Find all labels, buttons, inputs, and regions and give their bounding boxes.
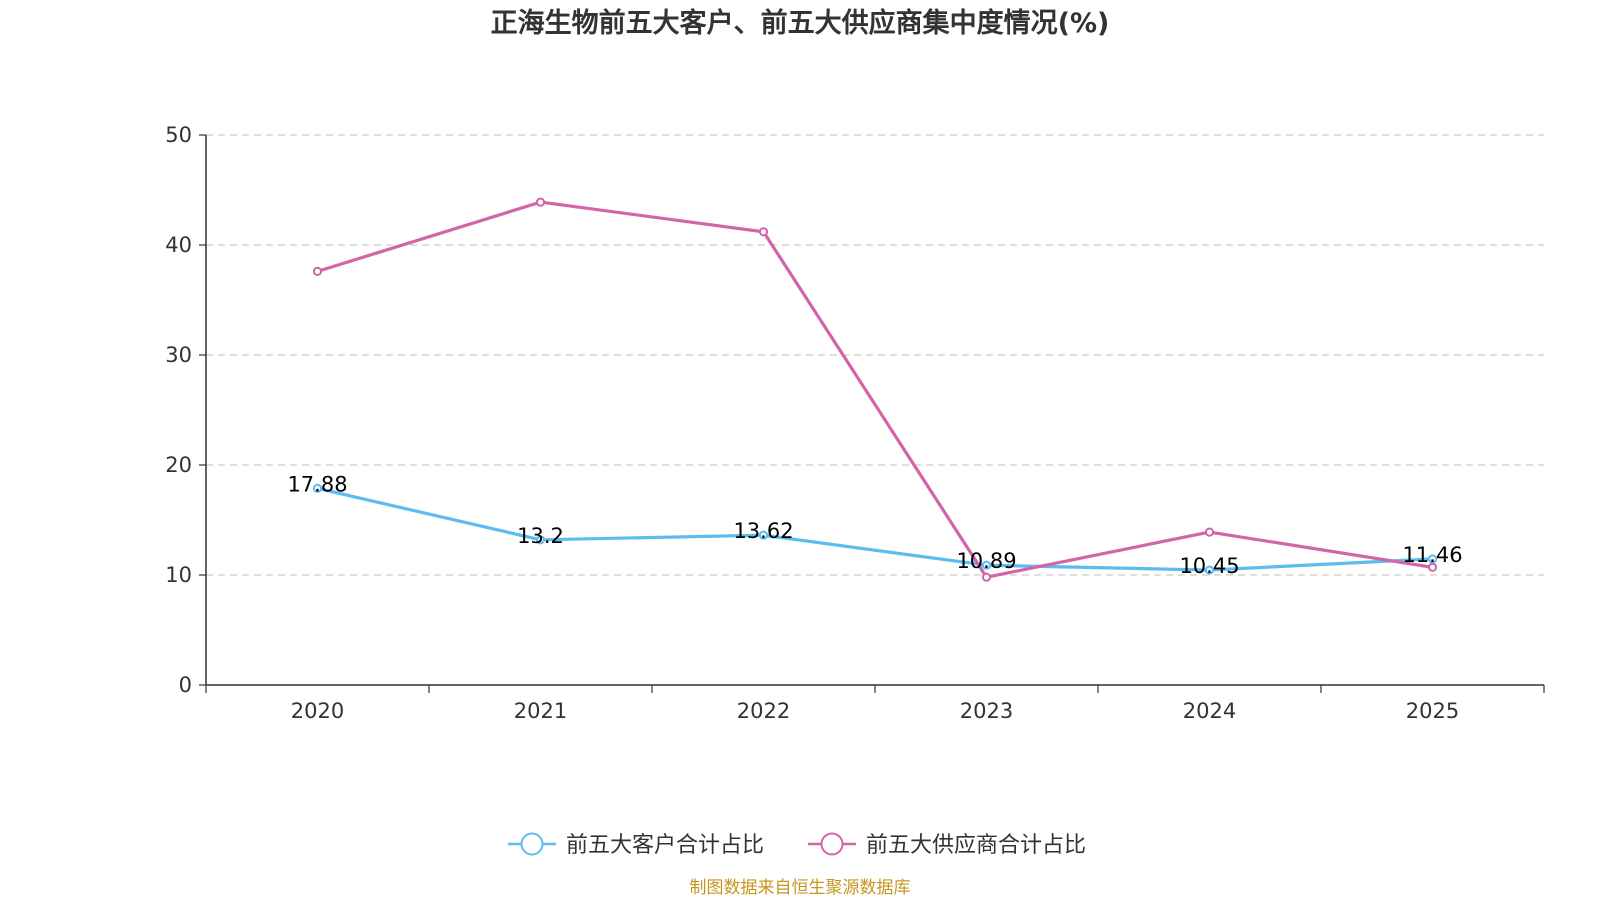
point-s0-2020[interactable] — [312, 483, 323, 493]
legend-label-0[interactable]: 前五大客户合计占比 — [566, 833, 764, 858]
series-line-0 — [317, 486, 1433, 572]
point-s1-2023[interactable] — [981, 572, 992, 582]
point-s1-2020[interactable] — [312, 266, 323, 276]
series-markers — [312, 197, 1438, 582]
y-tick-label-50: 50 — [165, 123, 192, 147]
point-s0-2024[interactable] — [1204, 565, 1215, 575]
y-tick-label-30: 30 — [165, 343, 192, 367]
y-tick-label-0: 0 — [179, 673, 192, 697]
chart-title: 正海生物前五大客户、前五大供应商集中度情况(%) — [490, 8, 1110, 39]
y-tick-label-10: 10 — [165, 563, 192, 587]
data-label-s0-2025: 11.46 — [1402, 543, 1462, 567]
point-s1-2021[interactable] — [535, 197, 546, 207]
series-lines — [317, 200, 1433, 579]
point-s1-2022[interactable] — [758, 227, 769, 237]
data-labels: 17.88 13.2 13.62 10.89 10.45 11.46 — [287, 472, 1462, 578]
data-label-s0-2022: 13.62 — [733, 519, 793, 543]
y-tick-label-20: 20 — [165, 453, 192, 477]
data-label-s0-2020: 17.88 — [287, 472, 347, 496]
grid-lines — [206, 134, 1544, 576]
data-label-s0-2021: 13.2 — [517, 524, 564, 548]
legend-marker-1[interactable] — [820, 832, 844, 856]
x-tick-label-2025: 2025 — [1406, 699, 1459, 723]
x-tick-label-2020: 2020 — [291, 699, 344, 723]
point-s1-2025[interactable] — [1427, 562, 1438, 572]
point-s1-2024[interactable] — [1204, 527, 1215, 537]
point-s0-2023[interactable] — [981, 560, 992, 570]
source-note: 制图数据来自恒生聚源数据库 — [689, 878, 911, 898]
legend-label-1[interactable]: 前五大供应商合计占比 — [866, 833, 1086, 858]
legend-marker-0[interactable] — [520, 832, 544, 856]
point-s0-2022[interactable] — [758, 530, 769, 540]
axes: 0 10 20 30 40 50 2020 2021 2022 2023 2024 2025 — [165, 123, 1545, 723]
point-s0-2025[interactable] — [1427, 554, 1438, 564]
x-tick-label-2022: 2022 — [737, 699, 790, 723]
series-line-1 — [317, 200, 1433, 579]
x-tick-label-2024: 2024 — [1183, 699, 1236, 723]
y-tick-label-40: 40 — [165, 233, 192, 257]
data-label-s0-2023: 10.89 — [956, 549, 1016, 573]
point-s0-2021[interactable] — [535, 535, 546, 545]
x-tick-label-2023: 2023 — [960, 699, 1013, 723]
data-label-s0-2024: 10.45 — [1179, 554, 1239, 578]
legend: 前五大客户合计占比 前五大供应商合计占比 — [508, 832, 1086, 858]
x-tick-label-2021: 2021 — [514, 699, 567, 723]
